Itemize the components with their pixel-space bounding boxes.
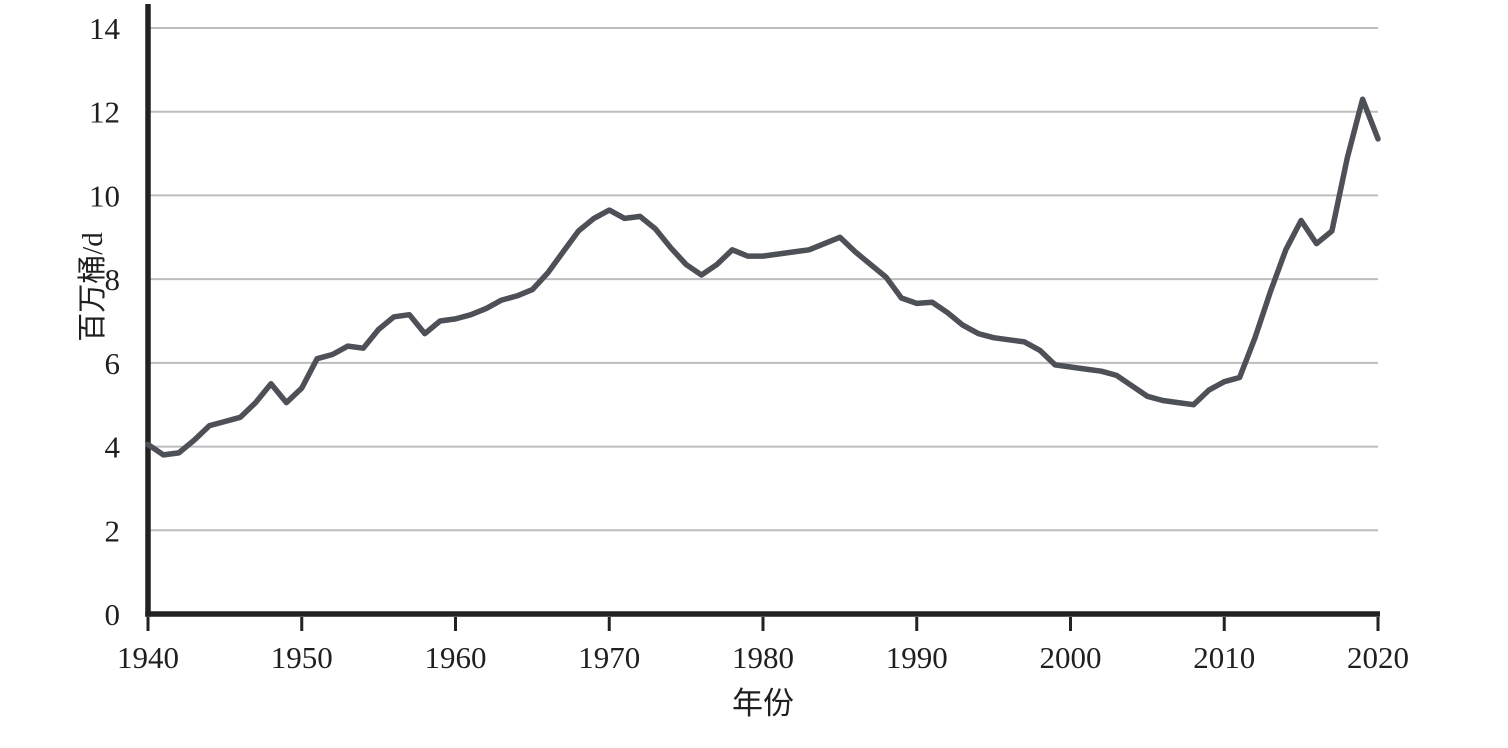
y-tick-label-12: 12	[89, 95, 120, 130]
x-tick-label-2020: 2020	[1347, 640, 1409, 675]
production-data-line	[145, 96, 1381, 458]
x-tick-label-1980: 1980	[732, 640, 794, 675]
x-tick-label-1990: 1990	[886, 640, 948, 675]
y-axis-title: 百万桶/d	[76, 232, 109, 342]
x-tick-label-2010: 2010	[1193, 640, 1255, 675]
y-tick-label-2: 2	[105, 513, 121, 548]
x-tick-label-2000: 2000	[1040, 640, 1102, 675]
y-tick-label-0: 0	[105, 597, 121, 632]
x-tick-label-1950: 1950	[271, 640, 333, 675]
y-tick-label-14: 14	[89, 11, 121, 46]
x-tick-label-1940: 1940	[117, 640, 179, 675]
x-tick-label-1970: 1970	[578, 640, 640, 675]
y-tick-label-8: 8	[105, 262, 121, 297]
y-tick-label-6: 6	[105, 346, 121, 381]
x-axis-title: 年份	[732, 686, 794, 721]
axes	[145, 4, 1380, 631]
y-tick-label-4: 4	[105, 430, 121, 465]
x-tick-label-1960: 1960	[425, 640, 487, 675]
tick-labels: 1940 1950 1960 1970 1980 1990 2000 2010 2020 0 2 4 6…	[89, 11, 1409, 675]
gridlines	[148, 27, 1378, 532]
y-tick-label-10: 10	[89, 178, 120, 213]
